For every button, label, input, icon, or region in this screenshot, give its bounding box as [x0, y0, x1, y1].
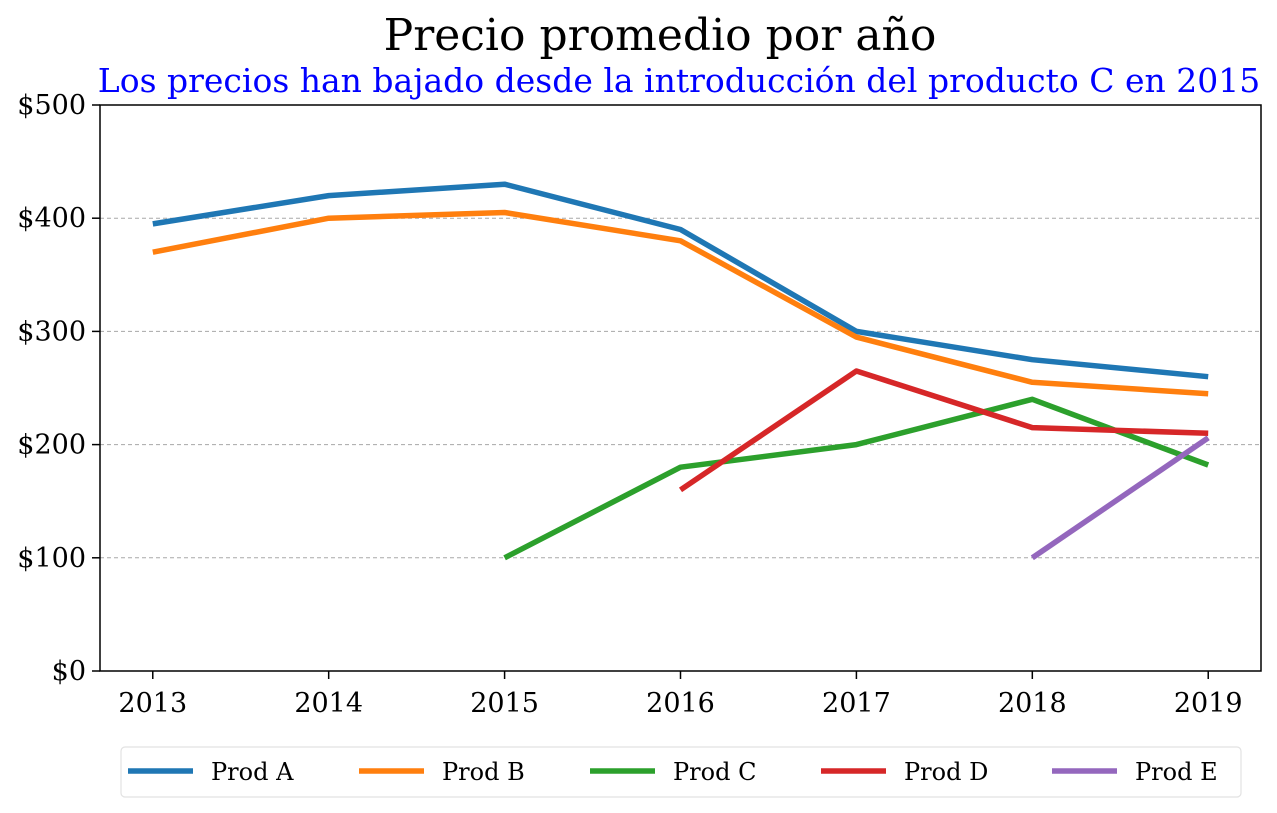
x-tick-label: 2015: [470, 688, 539, 719]
x-axis: 2013 2014 2015 2016 2017 2018 2019: [118, 671, 1243, 719]
y-tick-label: $500: [17, 90, 86, 121]
y-tick-label: $100: [17, 543, 86, 574]
series-line-prod-a: [152, 181, 1209, 380]
chart-subtitle: Los precios han bajado desde la introduc…: [98, 61, 1260, 100]
legend-box: [120, 746, 1242, 798]
legend-label: Prod B: [442, 758, 525, 786]
y-tick-label: $0: [52, 656, 86, 687]
x-tick-label: 2014: [294, 688, 363, 719]
legend-label: Prod D: [904, 758, 988, 786]
series-line-prod-e: [1030, 435, 1210, 561]
series-line-prod-c: [503, 396, 1210, 561]
series-lines: [152, 181, 1210, 561]
y-axis: $0 $100 $200 $300 $400 $500: [17, 90, 100, 687]
chart-title: Precio promedio por año: [384, 10, 937, 61]
x-tick-label: 2013: [118, 688, 187, 719]
legend-label: Prod A: [211, 758, 294, 786]
legend-label: Prod C: [673, 758, 756, 786]
y-tick-label: $300: [17, 316, 86, 347]
series-line-prod-b: [152, 209, 1209, 397]
series-line-prod-d: [678, 368, 1209, 493]
y-tick-label: $400: [17, 203, 86, 234]
x-tick-label: 2019: [1174, 688, 1243, 719]
x-tick-label: 2016: [646, 688, 715, 719]
x-tick-label: 2017: [822, 688, 891, 719]
grid-lines: [100, 217, 1261, 559]
legend-label: Prod E: [1135, 758, 1218, 786]
legend: Prod A Prod B Prod C Prod D Prod E: [120, 746, 1242, 798]
y-tick-label: $200: [17, 430, 86, 461]
x-tick-label: 2018: [998, 688, 1067, 719]
